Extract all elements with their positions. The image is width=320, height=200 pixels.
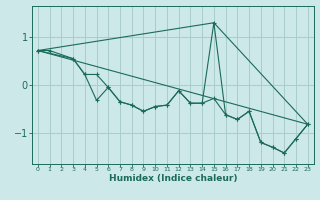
X-axis label: Humidex (Indice chaleur): Humidex (Indice chaleur) [108,174,237,183]
